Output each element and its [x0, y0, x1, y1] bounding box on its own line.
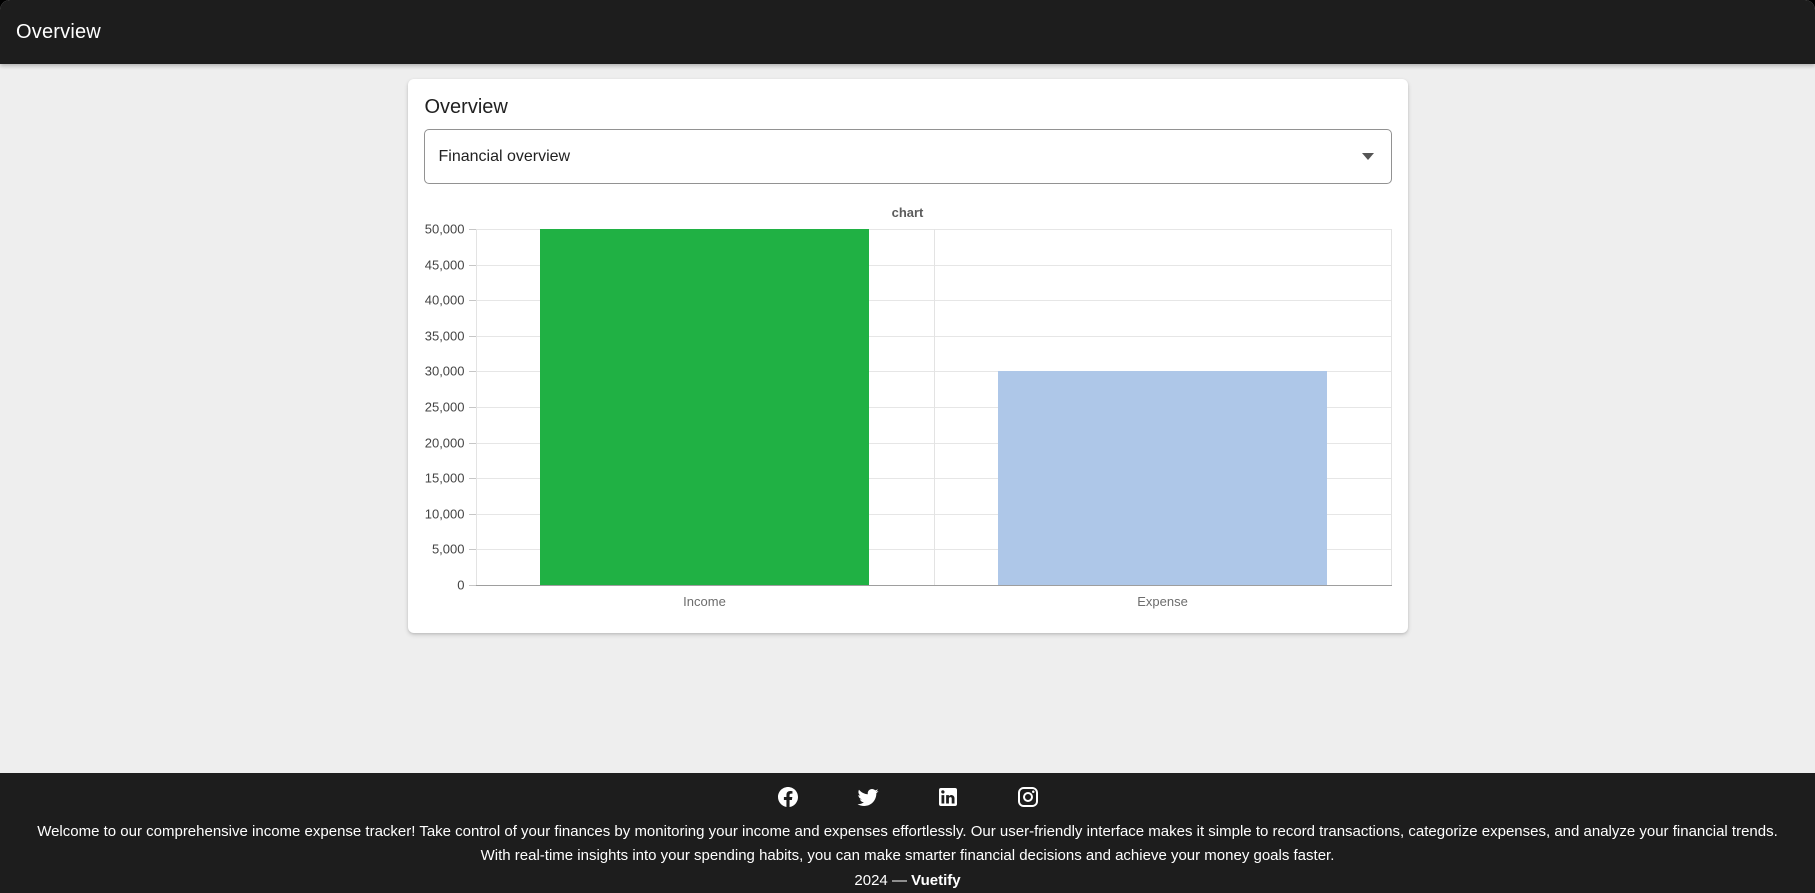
main-content: Overview Financial overview chart 0 5,000… — [0, 64, 1815, 773]
y-axis-tick — [468, 513, 476, 515]
copyright-brand: Vuetify — [911, 872, 961, 889]
y-axis-label: 15,000 — [424, 470, 465, 486]
y-axis-tick — [468, 407, 476, 408]
app-bar-title: Overview — [16, 20, 101, 43]
y-axis-tick — [468, 229, 476, 230]
chevron-down-icon — [1361, 153, 1374, 160]
chart-title: chart — [891, 205, 924, 220]
facebook-button[interactable] — [768, 777, 808, 817]
y-axis-label: 35,000 — [424, 328, 465, 344]
y-axis-label: 30,000 — [424, 363, 465, 379]
linkedin-button[interactable] — [928, 777, 968, 817]
y-axis-label: 45,000 — [424, 257, 465, 273]
y-axis-tick — [468, 300, 476, 302]
footer-copyright: 2024 — Vuetify — [0, 869, 1815, 893]
y-axis-label: 20,000 — [424, 435, 465, 451]
social-icons-row — [0, 777, 1815, 817]
bar-chart: 0 5,000 10,000 15,000 20,000 25,000 30,000 35,0… — [424, 222, 1392, 613]
footer: Welcome to our comprehensive income expe… — [0, 773, 1815, 893]
linkedin-icon — [938, 788, 957, 806]
y-axis-label: 10,000 — [424, 506, 465, 522]
chart-plot-area: 0 5,000 10,000 15,000 20,000 25,000 30,000 35,0… — [425, 222, 1392, 609]
facebook-icon — [777, 787, 798, 807]
card-title: Overview — [424, 96, 508, 118]
y-axis-tick — [468, 478, 476, 480]
y-axis-tick — [468, 264, 476, 266]
x-axis-baseline — [475, 585, 1392, 586]
overview-card: Overview Financial overview chart 0 5,000… — [407, 79, 1408, 633]
y-axis-line — [475, 229, 477, 585]
twitter-button[interactable] — [848, 777, 888, 817]
y-axis-label: 50,000 — [424, 221, 465, 237]
y-axis-tick — [468, 585, 476, 586]
instagram-button[interactable] — [1008, 777, 1048, 817]
y-axis-label: 40,000 — [424, 292, 465, 308]
y-axis-tick — [468, 371, 476, 373]
vertical-gridline — [933, 229, 935, 585]
footer-description: Welcome to our comprehensive income expe… — [37, 823, 1778, 864]
y-axis-tick — [468, 442, 476, 444]
copyright-year: 2024 — — [854, 872, 907, 889]
y-axis-label: 5,000 — [431, 541, 465, 557]
x-axis-label-expense: Expense — [1137, 594, 1188, 609]
app-bar: Overview — [0, 0, 1815, 64]
y-axis-label: 0 — [457, 577, 465, 593]
financial-overview-select[interactable]: Financial overview — [423, 129, 1392, 184]
vertical-gridline — [1390, 229, 1392, 585]
y-axis-label: 25,000 — [424, 399, 465, 415]
y-axis-tick — [468, 335, 476, 337]
y-axis-tick — [468, 549, 476, 551]
x-axis-label-income: Income — [683, 594, 726, 609]
bar-income[interactable] — [539, 229, 870, 585]
bar-expense[interactable] — [997, 371, 1328, 585]
select-selected-value: Financial overview — [438, 147, 571, 165]
twitter-icon — [857, 789, 878, 806]
instagram-icon — [1017, 787, 1038, 807]
